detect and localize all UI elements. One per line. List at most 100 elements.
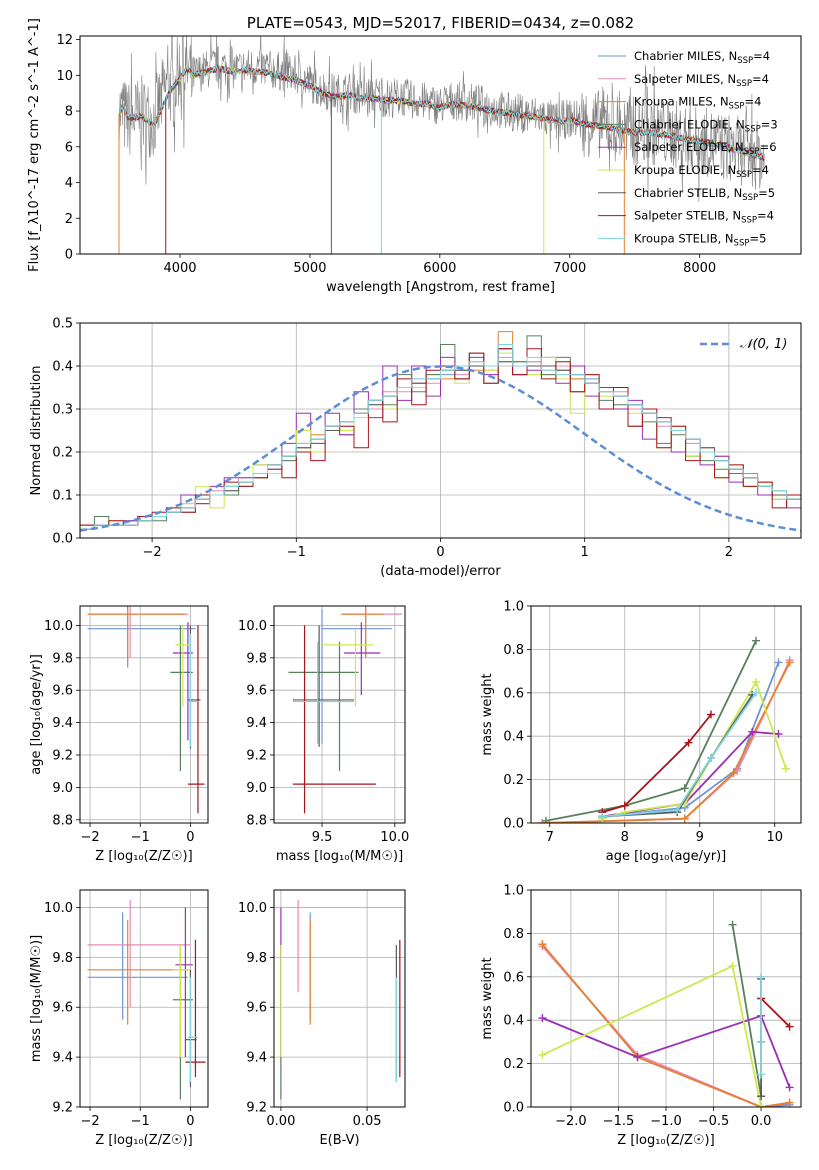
weights_z-plot-area bbox=[538, 920, 794, 1107]
spectrum-ytick-label: 8 bbox=[65, 105, 73, 120]
mass_age-ytick-label: 9.0 bbox=[246, 781, 267, 796]
z_age-ylabel: age [log₁₀(age/yr)] bbox=[29, 654, 44, 775]
residuals-xtick-label: 2 bbox=[725, 545, 733, 560]
weights_z-marker bbox=[538, 1014, 547, 1023]
z_age-ytick-label: 9.0 bbox=[52, 781, 73, 796]
weights_z-marker bbox=[633, 1053, 642, 1062]
spectrum-xtick-label: 8000 bbox=[683, 261, 716, 276]
z_mass-xlabel: Z [log₁₀(Z/Z☉)] bbox=[95, 1133, 192, 1148]
weights_z-ylabel: mass weight bbox=[480, 957, 495, 1039]
z_age-errorbar-chabrier_elodie bbox=[170, 625, 193, 772]
weights_age-marker bbox=[782, 764, 790, 773]
spectrum-ytick-label: 10 bbox=[56, 69, 73, 84]
spectrum-legend: Chabrier MILES, NSSP=4 Salpeter MILES, NS… bbox=[598, 49, 778, 248]
weights_age-marker bbox=[673, 805, 682, 814]
mass_age-panel: 9.5 10.0 8.8 9.0 9.2 9.4 9.6 9.8 10.0 mass [log₁₀… bbox=[238, 605, 409, 864]
weights_age-line-kroupa_stelib bbox=[602, 692, 757, 818]
residuals-xtick-label: 1 bbox=[581, 545, 589, 560]
z_mass-errorbar-salpeter_stelib bbox=[185, 939, 206, 1078]
weights_age-series-kroupa_stelib bbox=[598, 688, 760, 821]
ebv_mass-ytick-label: 9.8 bbox=[246, 951, 267, 966]
weights_age-marker bbox=[774, 730, 783, 739]
weights_age-panel: 7 8 9 10 0.0 0.2 0.4 0.6 0.8 1.0 age [log₁₀(age/yr… bbox=[480, 600, 802, 864]
legend-label-salpeter_miles: Salpeter MILES, NSSP=4 bbox=[634, 72, 769, 89]
ebv_mass-ytick-label: 9.6 bbox=[246, 1001, 267, 1016]
ebv_mass-plot-area bbox=[280, 899, 401, 1100]
weights_z-marker bbox=[728, 920, 737, 929]
weights_z-xtick-label: −2.0 bbox=[555, 1114, 587, 1129]
weights_z-line-salpeter_elodie bbox=[542, 1014, 791, 1088]
mass_age-ytick-label: 9.6 bbox=[246, 684, 267, 699]
weights_z-xlabel: Z [log₁₀(Z/Z☉)] bbox=[617, 1133, 714, 1148]
z_mass-panel: −2 −1 0 9.2 9.4 9.6 9.8 10.0 Z [log₁₀(Z/Z☉)] mass… bbox=[29, 889, 209, 1148]
z_age-ytick-label: 9.2 bbox=[52, 748, 73, 763]
mass_age-ytick-label: 9.4 bbox=[246, 716, 267, 731]
weights_z-marker bbox=[757, 1037, 766, 1046]
mass_age-errorbar-chabrier_miles bbox=[321, 609, 392, 744]
spectrum-ytick-label: 2 bbox=[65, 212, 73, 227]
z_mass-errorbar-chabrier_miles bbox=[87, 912, 188, 1020]
z_age-xtick-label: −2 bbox=[80, 830, 99, 845]
weights_age-line-kroupa_miles bbox=[542, 661, 791, 823]
weights_age-marker bbox=[680, 784, 689, 793]
mass_age-errorbar-salpeter_elodie bbox=[343, 622, 381, 696]
weights_age-ytick-label: 0.0 bbox=[503, 817, 524, 832]
weights_age-plot-area bbox=[538, 636, 794, 823]
z_mass-ylabel: mass [log₁₀(M/M☉)] bbox=[29, 935, 44, 1062]
legend-label-kroupa_stelib: Kroupa STELIB, NSSP=5 bbox=[634, 231, 766, 248]
weights_age-marker bbox=[684, 738, 693, 747]
mass_age-ytick-label: 9.2 bbox=[246, 748, 267, 763]
weights_z-xtick-label: −0.5 bbox=[698, 1114, 730, 1129]
spectrum-xtick-label: 4000 bbox=[163, 261, 196, 276]
weights_age-marker bbox=[680, 814, 689, 823]
weights_age-marker bbox=[752, 677, 760, 686]
legend-label-chabrier_elodie: Chabrier ELODIE, NSSP=3 bbox=[634, 117, 778, 134]
spectrum-frame bbox=[79, 35, 802, 255]
z_mass-ytick-label: 10.0 bbox=[44, 901, 73, 916]
spectrum-ylabel: Flux [f_λ10^-17 erg cm^-2 s^-1 A^-1] bbox=[27, 18, 42, 272]
z_age-ytick-label: 9.6 bbox=[52, 684, 73, 699]
z_mass-ytick-label: 9.8 bbox=[52, 951, 73, 966]
mass_age-errorbar-kroupa_miles bbox=[340, 606, 384, 658]
ebv_mass-frame bbox=[273, 889, 406, 1108]
weights_z-ytick-label: 0.6 bbox=[503, 970, 524, 985]
z_mass-xtick-label: −1 bbox=[131, 1114, 150, 1129]
weights_age-ylabel: mass weight bbox=[480, 673, 495, 755]
weights_z-marker bbox=[538, 940, 547, 949]
weights_z-marker bbox=[757, 1092, 766, 1101]
spectrum-model-kroupa_stelib bbox=[118, 64, 765, 160]
weights_age-line-salpeter_stelib bbox=[602, 713, 712, 813]
residuals-xlabel: (data-model)/error bbox=[380, 564, 501, 579]
weights_age-series-kroupa_miles bbox=[538, 658, 794, 823]
weights_age-marker bbox=[542, 816, 550, 823]
ebv_mass-ytick-label: 9.4 bbox=[246, 1051, 267, 1066]
z_mass-ytick-label: 9.2 bbox=[52, 1101, 73, 1116]
weights_z-xtick-label: 0.0 bbox=[751, 1114, 772, 1129]
mass_age-xlabel: mass [log₁₀(M/M☉)] bbox=[276, 849, 403, 864]
z_age-ytick-label: 9.8 bbox=[52, 651, 73, 666]
weights_z-ytick-label: 0.8 bbox=[503, 927, 524, 942]
weights_z-marker bbox=[757, 972, 766, 981]
weights_age-marker bbox=[707, 710, 715, 719]
weights_z-line-chabrier_elodie bbox=[731, 924, 762, 1097]
z_mass-errorbar-kroupa_elodie bbox=[172, 944, 191, 1058]
weights_z-marker bbox=[538, 1050, 547, 1059]
ebv_mass-xtick-label: 0.05 bbox=[353, 1114, 382, 1129]
mass_age-xtick-label: 9.5 bbox=[312, 830, 333, 845]
residuals-ytick-label: 0.2 bbox=[52, 446, 73, 461]
legend-label-kroupa_miles: Kroupa MILES, NSSP=4 bbox=[634, 95, 761, 112]
weights_age-line-chabrier_elodie bbox=[545, 640, 757, 822]
weights_z-series-kroupa_stelib bbox=[757, 972, 766, 1079]
residuals-frame bbox=[79, 322, 802, 539]
spectrum-ytick-label: 4 bbox=[65, 176, 73, 191]
histogram-kroupa_stelib bbox=[80, 344, 801, 538]
z_age-errorbar-kroupa_elodie bbox=[175, 625, 192, 707]
weights_age-ytick-label: 0.8 bbox=[503, 643, 524, 658]
weights_age-xtick-label: 10 bbox=[766, 830, 783, 845]
weights_z-ytick-label: 0.2 bbox=[503, 1057, 524, 1072]
weights_age-xtick-label: 9 bbox=[696, 830, 704, 845]
spectrum-ytick-label: 12 bbox=[56, 33, 73, 48]
z_mass-frame bbox=[79, 889, 209, 1108]
z_age-ytick-label: 10.0 bbox=[44, 619, 73, 634]
mass_age-ytick-label: 10.0 bbox=[238, 619, 267, 634]
